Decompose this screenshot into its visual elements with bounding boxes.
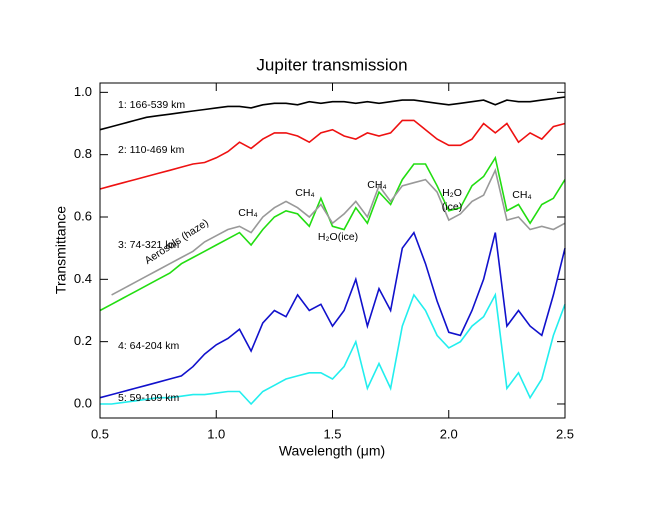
x-tick-label: 0.5	[91, 426, 109, 441]
y-tick-label: 0.2	[74, 333, 92, 348]
y-tick-label: 0.4	[74, 271, 92, 286]
x-tick-label: 2.5	[556, 426, 574, 441]
series-line	[99, 230, 566, 399]
series-label: 3: 74-321 km	[118, 239, 180, 251]
x-axis-title: Wavelength (μm)	[279, 443, 385, 459]
x-tick-label: 2.0	[440, 426, 458, 441]
annotation: CH₄	[295, 187, 314, 199]
annotation: (ice)	[442, 201, 462, 213]
annotation: H₂O(ice)	[318, 231, 358, 243]
chart-title: Jupiter transmission	[256, 55, 407, 74]
series-line	[99, 96, 566, 131]
series-line	[99, 119, 566, 190]
series-label: 1: 166-539 km	[118, 99, 185, 111]
annotation: CH₄	[238, 207, 257, 219]
y-tick-label: 0.0	[74, 395, 92, 410]
plot-frame	[99, 82, 566, 419]
series-line	[100, 292, 566, 406]
x-tick-label: 1.0	[207, 426, 225, 441]
series-line	[99, 155, 566, 312]
series-label: 4: 64-204 km	[118, 340, 180, 352]
y-axis-title: Transmittance	[53, 206, 69, 294]
y-tick-label: 0.6	[74, 208, 92, 223]
annotation: CH₄	[367, 179, 386, 191]
annotation: CH₄	[512, 189, 531, 201]
series-label: 2: 110-469 km	[118, 144, 185, 156]
annotation: H₂O	[442, 187, 462, 199]
x-tick-label: 1.5	[323, 426, 341, 441]
y-tick-label: 1.0	[74, 84, 92, 99]
series-label: 5: 59-109 km	[118, 392, 180, 404]
y-tick-label: 0.8	[74, 146, 92, 161]
series-line	[111, 167, 566, 296]
